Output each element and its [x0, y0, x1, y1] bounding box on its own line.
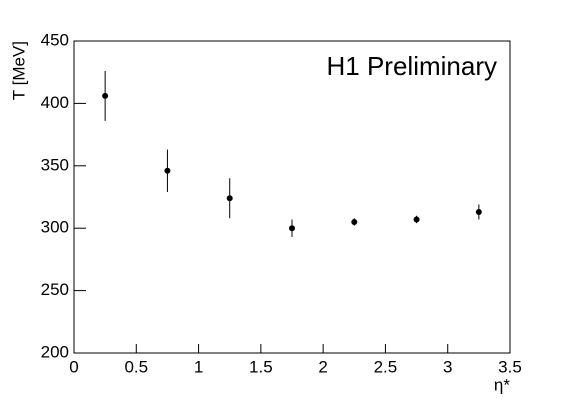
x-tick-label: 0 [69, 357, 78, 376]
plot-frame [73, 40, 511, 354]
y-tick-label: 300 [41, 218, 69, 237]
y-tick-label: 350 [41, 155, 69, 174]
y-axis-label: T [MeV] [9, 41, 28, 100]
data-point [475, 208, 482, 215]
data-point [351, 218, 358, 225]
y-tick-label: 250 [41, 280, 69, 299]
x-tick-label: 2 [318, 357, 327, 376]
data-point [226, 195, 233, 202]
y-tick-label: 450 [41, 30, 69, 49]
x-tick-label: 1 [194, 357, 203, 376]
data-point [164, 167, 171, 174]
x-axis-label: η* [494, 375, 510, 394]
x-tick-label: 0.5 [124, 357, 148, 376]
data-point [102, 92, 109, 99]
annotation: H1 Preliminary [327, 51, 498, 81]
x-tick-label: 2.5 [374, 357, 398, 376]
x-tick-label: 3.5 [498, 357, 522, 376]
x-tick-label: 3 [443, 357, 452, 376]
x-tick-label: 1.5 [249, 357, 273, 376]
data-point [413, 216, 420, 223]
y-tick-label: 400 [41, 93, 69, 112]
data-point [289, 225, 295, 232]
y-tick-label: 200 [41, 342, 69, 361]
